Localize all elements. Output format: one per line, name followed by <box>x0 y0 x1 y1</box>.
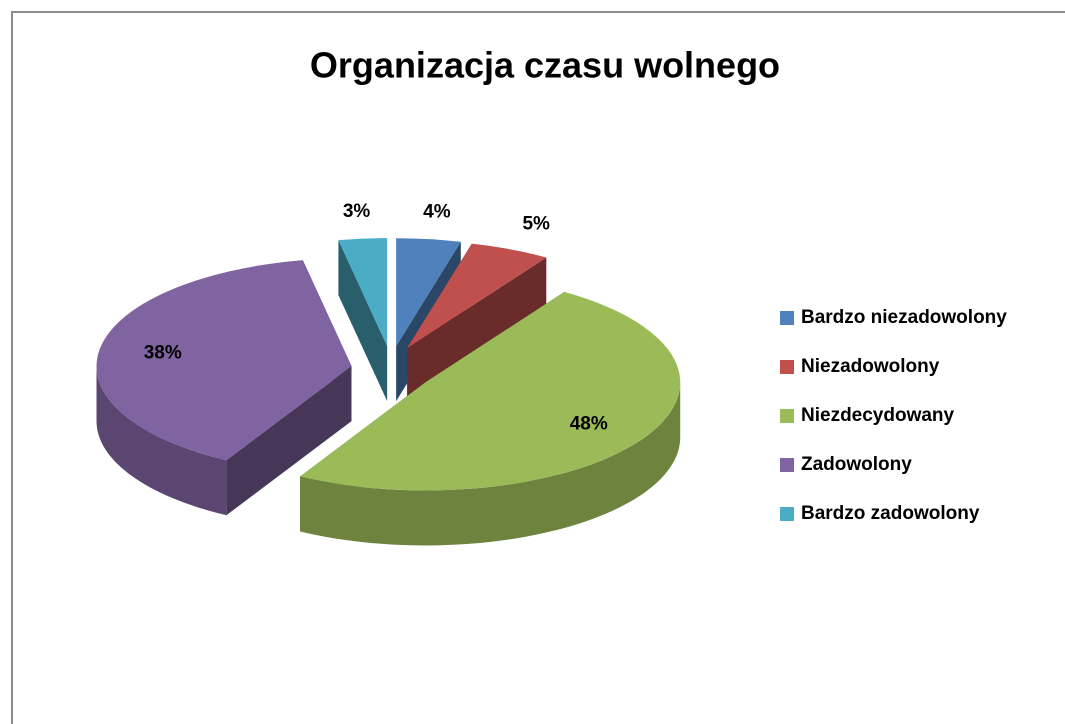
legend-label: Niezdecydowany <box>801 405 955 426</box>
legend-swatch <box>780 360 794 374</box>
data-label: 4% <box>423 201 451 222</box>
legend-label: Bardzo zadowolony <box>801 503 980 524</box>
data-label: 3% <box>343 201 371 222</box>
slice-outer-wall <box>300 382 681 546</box>
legend-swatch <box>780 311 794 325</box>
data-label: 48% <box>570 413 608 434</box>
legend-swatch <box>780 507 794 521</box>
slice <box>407 243 547 349</box>
legend-swatch <box>780 458 794 472</box>
chart-title: Organizacja czasu wolnego <box>310 45 780 86</box>
slice <box>338 238 388 347</box>
legend-label: Niezadowolony <box>801 356 940 377</box>
legend-swatch <box>780 409 794 423</box>
data-labels: 4% 5% 48% 38% 3% <box>144 201 608 435</box>
slice <box>396 238 461 347</box>
slice-outer-wall <box>96 366 227 516</box>
legend-label: Zadowolony <box>801 454 912 475</box>
slice-radial-wall <box>407 257 547 404</box>
slice-radial-wall <box>226 366 352 516</box>
legend: Bardzo niezadowolony Niezadowolony Niezdec… <box>780 307 1007 524</box>
legend-label: Bardzo niezadowolony <box>801 307 1007 328</box>
slice <box>300 291 681 491</box>
data-label: 38% <box>144 342 182 363</box>
slice-radial-wall <box>338 240 388 402</box>
slice <box>96 260 352 461</box>
data-label: 5% <box>522 214 550 235</box>
slice-tops <box>96 238 681 491</box>
